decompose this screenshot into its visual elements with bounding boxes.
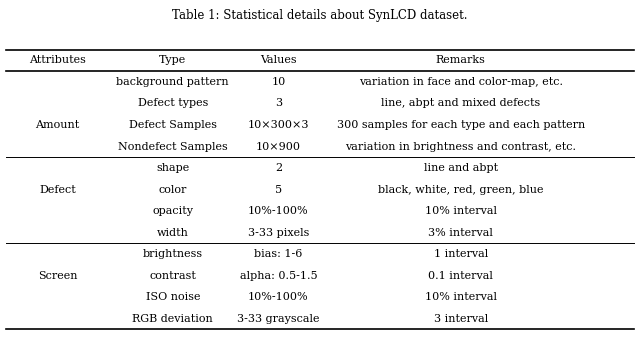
Text: 1 interval: 1 interval xyxy=(434,249,488,259)
Text: Defect: Defect xyxy=(39,185,76,194)
Text: RGB deviation: RGB deviation xyxy=(132,314,213,323)
Text: 2: 2 xyxy=(275,163,282,173)
Text: 300 samples for each type and each pattern: 300 samples for each type and each patte… xyxy=(337,120,585,130)
Text: ISO noise: ISO noise xyxy=(145,292,200,302)
Text: variation in brightness and contrast, etc.: variation in brightness and contrast, et… xyxy=(346,142,576,152)
Text: 0.1 interval: 0.1 interval xyxy=(428,271,493,281)
Text: Values: Values xyxy=(260,56,297,66)
Text: bias: 1-6: bias: 1-6 xyxy=(254,249,303,259)
Text: line, abpt and mixed defects: line, abpt and mixed defects xyxy=(381,98,540,108)
Text: Amount: Amount xyxy=(35,120,80,130)
Text: 3% interval: 3% interval xyxy=(428,227,493,237)
Text: Type: Type xyxy=(159,56,186,66)
Text: 10%-100%: 10%-100% xyxy=(248,292,308,302)
Text: black, white, red, green, blue: black, white, red, green, blue xyxy=(378,185,543,194)
Text: Defect Samples: Defect Samples xyxy=(129,120,217,130)
Text: 10% interval: 10% interval xyxy=(425,292,497,302)
Text: background pattern: background pattern xyxy=(116,77,229,87)
Text: 10%-100%: 10%-100% xyxy=(248,206,308,216)
Text: 3-33 grayscale: 3-33 grayscale xyxy=(237,314,319,323)
Text: 10×900: 10×900 xyxy=(256,142,301,152)
Text: line and abpt: line and abpt xyxy=(424,163,498,173)
Text: Table 1: Statistical details about SynLCD dataset.: Table 1: Statistical details about SynLC… xyxy=(172,9,468,22)
Text: Nondefect Samples: Nondefect Samples xyxy=(118,142,228,152)
Text: contrast: contrast xyxy=(149,271,196,281)
Text: alpha: 0.5-1.5: alpha: 0.5-1.5 xyxy=(239,271,317,281)
Text: brightness: brightness xyxy=(143,249,203,259)
Text: 5: 5 xyxy=(275,185,282,194)
Text: 10% interval: 10% interval xyxy=(425,206,497,216)
Text: 3 interval: 3 interval xyxy=(434,314,488,323)
Text: Screen: Screen xyxy=(38,271,77,281)
Text: 10×300×3: 10×300×3 xyxy=(248,120,309,130)
Text: Remarks: Remarks xyxy=(436,56,486,66)
Text: width: width xyxy=(157,227,189,237)
Text: Defect types: Defect types xyxy=(138,98,208,108)
Text: 10: 10 xyxy=(271,77,285,87)
Text: 3-33 pixels: 3-33 pixels xyxy=(248,227,309,237)
Text: color: color xyxy=(159,185,187,194)
Text: opacity: opacity xyxy=(152,206,193,216)
Text: Attributes: Attributes xyxy=(29,56,86,66)
Text: shape: shape xyxy=(156,163,189,173)
Text: variation in face and color-map, etc.: variation in face and color-map, etc. xyxy=(359,77,563,87)
Text: 3: 3 xyxy=(275,98,282,108)
